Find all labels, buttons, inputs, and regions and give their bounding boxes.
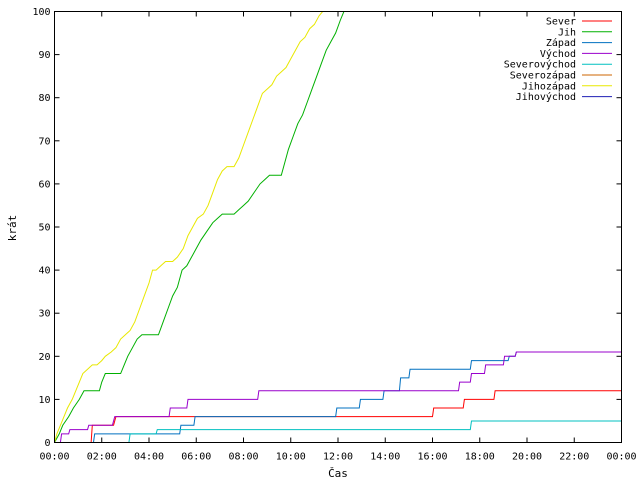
x-axis-label: Čas [328, 467, 348, 480]
legend-label: Sever [546, 17, 576, 28]
x-tick-label: 18:00 [465, 452, 495, 463]
x-tick-label: 08:00 [228, 452, 258, 463]
series-line-3 [92, 351, 622, 443]
legend-label: Severovýchod [504, 59, 576, 71]
x-tick-label: 04:00 [134, 452, 164, 463]
legend-label: Jih [558, 27, 576, 38]
legend-label: Východ [540, 48, 576, 60]
series-line-4 [59, 351, 622, 443]
y-tick-label: 80 [38, 93, 50, 104]
x-tick-label: 16:00 [417, 452, 447, 463]
legend-label: Západ [546, 37, 576, 49]
x-tick-label: 02:00 [87, 452, 117, 463]
legend-label: Severozápad [510, 70, 576, 82]
y-tick-label: 10 [38, 395, 50, 406]
series-line-2 [54, 11, 345, 443]
legend-label: Jihovýchod [516, 91, 576, 103]
y-tick-label: 70 [38, 136, 50, 147]
y-tick-label: 60 [38, 179, 50, 190]
x-tick-label: 00:00 [606, 452, 636, 463]
legend-label: Jihozápad [522, 80, 576, 92]
series-line-7 [54, 11, 324, 443]
x-tick-label: 22:00 [559, 452, 589, 463]
x-tick-label: 10:00 [276, 452, 306, 463]
y-tick-label: 0 [44, 438, 50, 449]
series-line-1 [90, 390, 622, 443]
y-tick-label: 20 [38, 352, 50, 363]
x-tick-label: 06:00 [181, 452, 211, 463]
y-axis-label: krát [6, 215, 19, 242]
legend: SeverJihZápadVýchodSeverovýchodSeverozáp… [504, 17, 612, 103]
x-tick-label: 12:00 [323, 452, 353, 463]
y-tick-label: 30 [38, 309, 50, 320]
x-tick-label: 14:00 [370, 452, 400, 463]
x-tick-label: 00:00 [39, 452, 69, 463]
y-tick-label: 50 [38, 223, 50, 234]
y-tick-label: 90 [38, 50, 50, 61]
y-tick-label: 40 [38, 266, 50, 277]
series-line-5 [128, 420, 622, 443]
y-tick-label: 100 [32, 7, 50, 18]
x-tick-label: 20:00 [512, 452, 542, 463]
plot-frame [54, 11, 622, 443]
